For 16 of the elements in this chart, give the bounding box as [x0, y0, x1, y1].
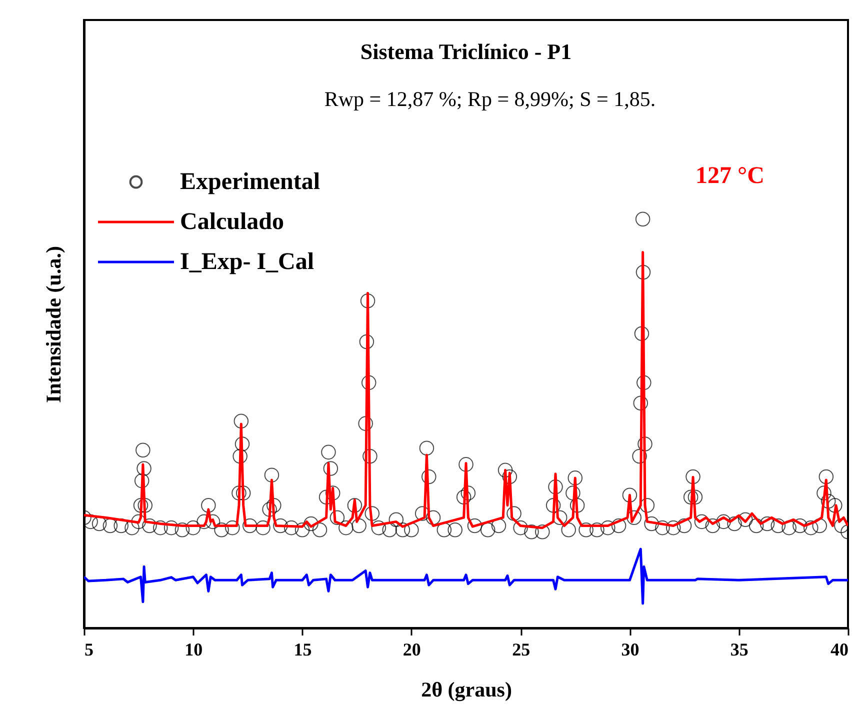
x-tick-label: 40: [830, 640, 848, 660]
x-tick-label: 30: [621, 640, 640, 660]
x-axis-title: 2θ (graus): [421, 678, 512, 702]
x-tick-label: 10: [184, 640, 203, 660]
chart-subtitle: Rwp = 12,87 %; Rp = 8,99%; S = 1,85.: [324, 87, 656, 111]
x-tick-label: 20: [402, 640, 421, 660]
text: 127 °C: [696, 163, 764, 189]
x-tick-label: 5: [84, 640, 94, 660]
x-tick-label: 25: [512, 640, 530, 660]
x-tick-label: 15: [294, 640, 312, 660]
legend-label: Experimental: [180, 169, 320, 195]
y-axis-title: Intensidade (u.a.): [42, 246, 66, 403]
legend-label: Calculado: [180, 209, 284, 235]
chart-title: Sistema Triclínico - P1: [360, 39, 572, 64]
legend-label: I_Exp- I_Cal: [180, 249, 314, 275]
x-tick-label: 35: [730, 640, 748, 660]
